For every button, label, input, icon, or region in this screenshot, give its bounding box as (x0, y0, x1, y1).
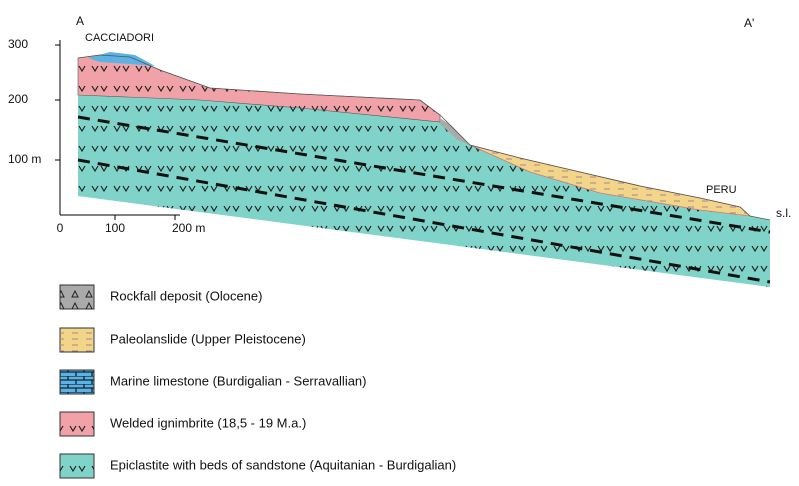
section-end-label: A (76, 14, 84, 28)
legend-label: Welded ignimbrite (18,5 - 19 M.a.) (110, 415, 306, 430)
scale-label: 100 (105, 221, 125, 235)
scale-label: 100 m (8, 152, 41, 166)
place-label: PERU (706, 184, 737, 196)
place-label: CACCIADORI (85, 32, 154, 44)
legend-label: Epiclastite with beds of sandstone (Aqui… (110, 457, 456, 472)
legend-label: Marine limestone (Burdigalian - Serraval… (110, 373, 367, 388)
scale-label: 0 (57, 221, 64, 235)
legend-swatch (60, 454, 94, 478)
sea-level-label: s.l. (776, 206, 791, 220)
legend: Rockfall deposit (Olocene) Paleolanslide… (60, 285, 456, 478)
scale-label: 200 m (172, 221, 205, 235)
legend-swatch (60, 328, 94, 352)
legend-swatch (60, 412, 94, 436)
legend-label: Rockfall deposit (Olocene) (110, 288, 262, 303)
cross-section: 300 200 100 m 0 100 200 m A CACCIADORI A… (0, 0, 799, 486)
scale-label: 200 (8, 92, 28, 106)
scale-label: 300 (8, 37, 28, 51)
legend-swatch (60, 370, 94, 394)
section-end-label: A' (744, 16, 754, 30)
legend-swatch (60, 285, 94, 309)
legend-label: Paleolanslide (Upper Pleistocene) (110, 331, 306, 346)
